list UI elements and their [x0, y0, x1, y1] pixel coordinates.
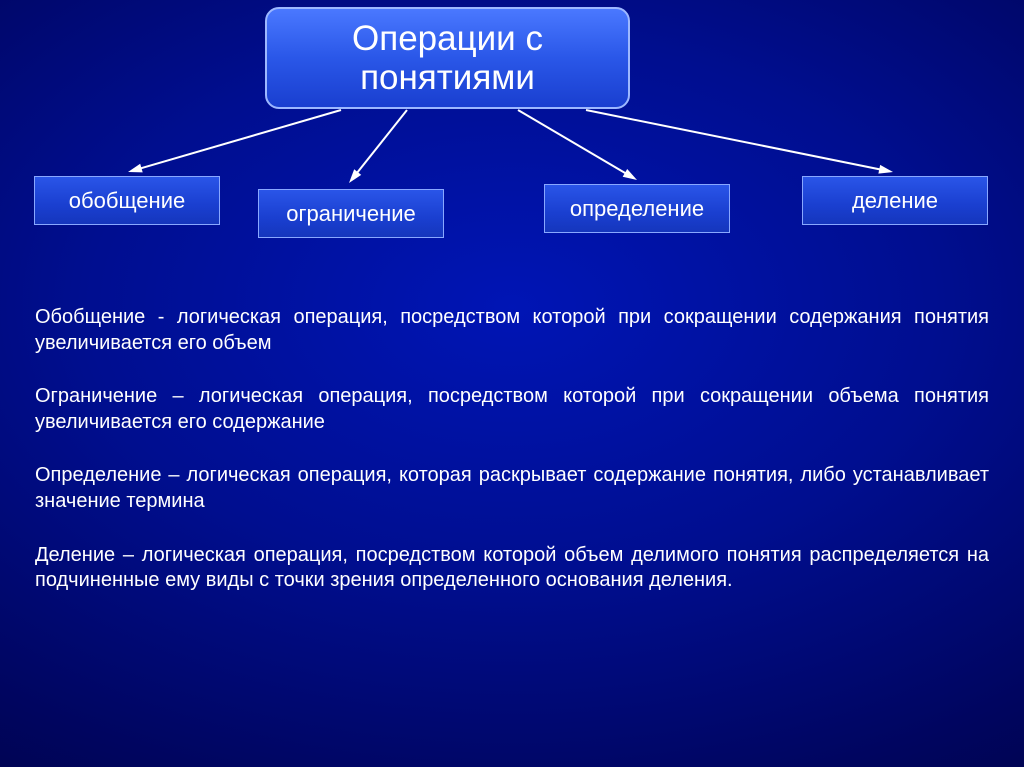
definition-1: Ограничение – логическая операция, посре… — [35, 384, 989, 435]
definition-term-1: Ограничение — [35, 385, 157, 407]
definition-term-0: Обобщение — [35, 306, 145, 328]
child-box-restriction: ограничение — [258, 189, 444, 238]
definition-text-1: – логическая операция, посредством котор… — [35, 385, 989, 433]
definition-text-3: – логическая операция, посредством котор… — [35, 544, 989, 592]
child-box-generalization: обобщение — [34, 176, 220, 225]
definition-2: Определение – логическая операция, котор… — [35, 463, 989, 514]
child-label-restriction: ограничение — [286, 201, 416, 227]
definition-term-2: Определение — [35, 464, 161, 486]
definition-text-2: – логическая операция, которая раскрывае… — [35, 464, 989, 512]
child-label-definition: определение — [570, 196, 704, 222]
child-box-definition: определение — [544, 184, 730, 233]
child-label-division: деление — [852, 188, 938, 214]
child-box-division: деление — [802, 176, 988, 225]
definition-0: Обобщение - логическая операция, посредс… — [35, 305, 989, 356]
definition-text-0: - логическая операция, посредством котор… — [35, 306, 989, 354]
child-label-generalization: обобщение — [69, 188, 185, 214]
definition-term-3: Деление — [35, 544, 115, 566]
title-box: Операции с понятиями — [265, 7, 630, 109]
title-line1: Операции с — [281, 19, 614, 58]
definition-3: Деление – логическая операция, посредств… — [35, 543, 989, 594]
title-line2: понятиями — [281, 58, 614, 97]
definitions: Обобщение - логическая операция, посредс… — [35, 305, 989, 622]
